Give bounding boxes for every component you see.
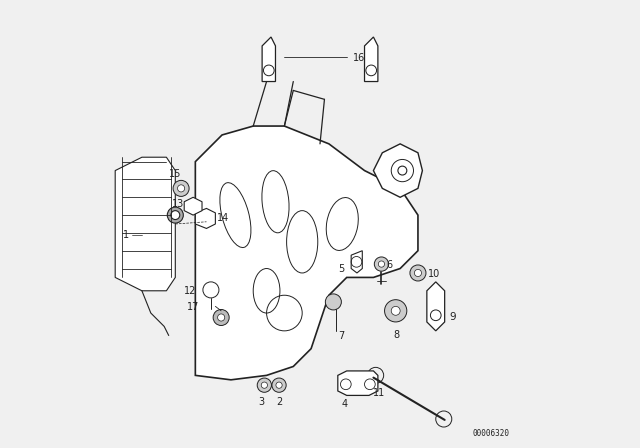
Text: 00006320: 00006320 <box>473 429 510 438</box>
Polygon shape <box>373 144 422 197</box>
Text: 1: 1 <box>124 230 129 240</box>
Circle shape <box>218 314 225 321</box>
Text: 15: 15 <box>169 169 182 180</box>
Circle shape <box>414 269 422 276</box>
Polygon shape <box>184 197 202 215</box>
Circle shape <box>173 181 189 196</box>
Text: 11: 11 <box>373 388 386 398</box>
Circle shape <box>385 300 407 322</box>
Text: 17: 17 <box>188 302 200 312</box>
Circle shape <box>378 261 385 267</box>
Text: 7: 7 <box>338 331 344 341</box>
Text: 6: 6 <box>387 260 393 270</box>
Circle shape <box>171 211 180 220</box>
Text: 10: 10 <box>428 269 440 279</box>
Polygon shape <box>338 371 378 396</box>
Circle shape <box>276 382 282 388</box>
Circle shape <box>213 310 229 326</box>
Polygon shape <box>115 157 175 291</box>
Circle shape <box>167 207 183 223</box>
Text: 2: 2 <box>276 397 282 407</box>
Text: 8: 8 <box>394 330 399 340</box>
Polygon shape <box>427 282 445 331</box>
Text: 3: 3 <box>258 397 264 407</box>
Text: 14: 14 <box>217 213 229 223</box>
Polygon shape <box>195 126 418 380</box>
Polygon shape <box>262 37 275 82</box>
Polygon shape <box>365 37 378 82</box>
Circle shape <box>257 378 271 392</box>
Circle shape <box>272 378 286 392</box>
Text: 12: 12 <box>184 286 196 296</box>
Polygon shape <box>351 251 362 273</box>
Text: 9: 9 <box>449 313 456 323</box>
Text: 5: 5 <box>338 263 344 274</box>
Polygon shape <box>195 208 216 228</box>
Circle shape <box>410 265 426 281</box>
Circle shape <box>325 294 341 310</box>
Text: 4: 4 <box>341 399 348 409</box>
Text: 16: 16 <box>353 53 365 63</box>
Circle shape <box>261 382 268 388</box>
Circle shape <box>374 257 388 271</box>
Circle shape <box>391 306 400 315</box>
Text: 13: 13 <box>172 199 184 209</box>
Circle shape <box>177 185 185 192</box>
